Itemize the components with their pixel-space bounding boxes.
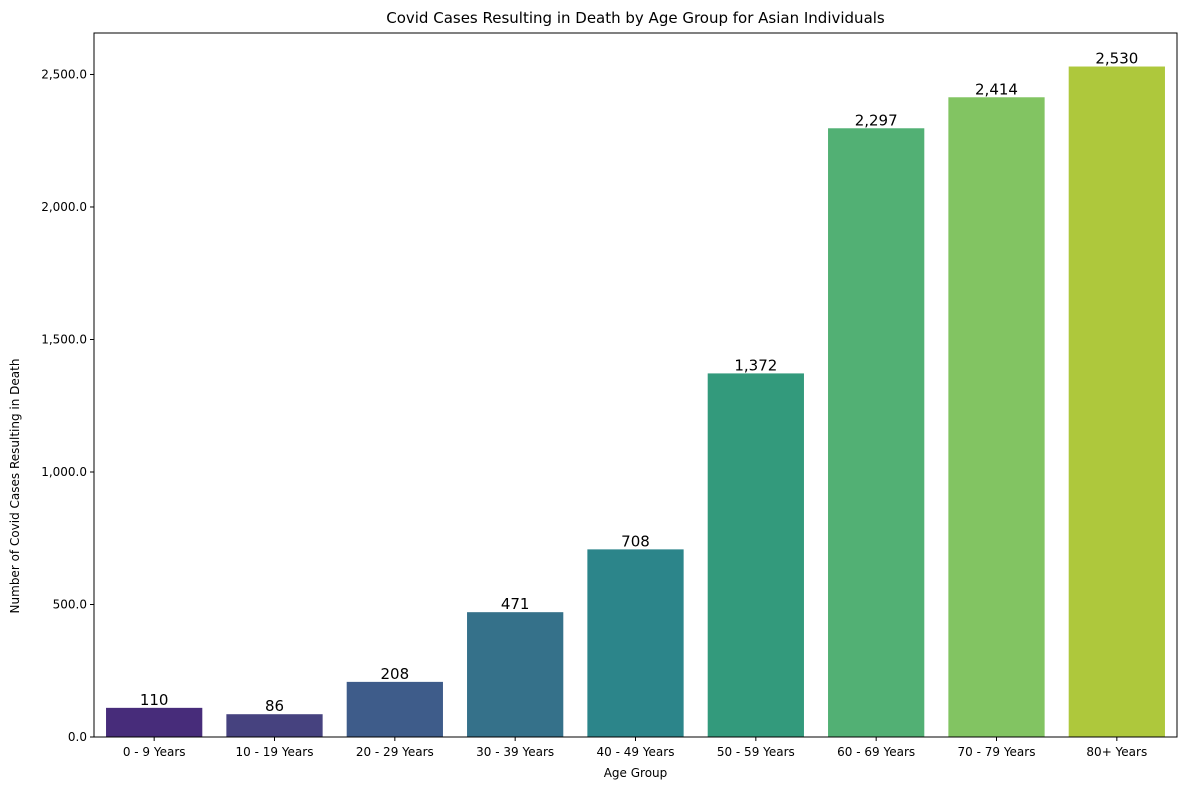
x-tick-label: 0 - 9 Years [123, 745, 186, 759]
data-label: 1,372 [734, 356, 777, 374]
bar-group [106, 66, 1165, 738]
bar [467, 612, 564, 737]
bar [106, 707, 203, 737]
x-tick-label: 40 - 49 Years [597, 745, 675, 759]
chart-title: Covid Cases Resulting in Death by Age Gr… [386, 9, 885, 27]
plot-frame [93, 32, 1178, 738]
x-tick-label: 30 - 39 Years [476, 745, 554, 759]
bar [828, 128, 925, 737]
y-tick-label: 500.0 [53, 597, 87, 611]
x-axis: 0 - 9 Years 10 - 19 Years 20 - 29 Years 30 … [123, 737, 1147, 759]
bar [346, 681, 443, 737]
data-label: 208 [381, 665, 410, 683]
data-label: 110 [140, 691, 169, 709]
data-label: 2,530 [1095, 50, 1138, 68]
bar [948, 97, 1045, 737]
y-tick-label: 2,000.0 [41, 200, 87, 214]
y-tick-label: 1,500.0 [41, 332, 87, 346]
y-axis-label: Number of Covid Cases Resulting in Death [8, 359, 22, 614]
x-tick-label: 80+ Years [1086, 745, 1147, 759]
x-axis-label: Age Group [604, 766, 668, 780]
y-axis: 0.0 500.0 1,000.0 1,500.0 2,000.0 2,500.0 [41, 67, 94, 744]
x-tick-label: 70 - 79 Years [958, 745, 1036, 759]
data-label: 708 [621, 532, 650, 550]
value-label-group: 110 86 208 471 708 1,372 2,297 2,414 2,530 [140, 50, 1138, 716]
bar [707, 373, 804, 737]
x-tick-label: 50 - 59 Years [717, 745, 795, 759]
x-tick-label: 60 - 69 Years [837, 745, 915, 759]
bar [1068, 66, 1165, 738]
y-tick-label: 1,000.0 [41, 465, 87, 479]
y-tick-label: 2,500.0 [41, 67, 87, 81]
data-label: 86 [265, 697, 284, 715]
y-tick-label: 0.0 [68, 730, 87, 744]
bar [587, 549, 684, 737]
bar [226, 714, 323, 737]
data-label: 2,414 [975, 80, 1018, 98]
data-label: 2,297 [855, 111, 898, 129]
x-tick-label: 20 - 29 Years [356, 745, 434, 759]
data-label: 471 [501, 595, 530, 613]
x-tick-label: 10 - 19 Years [236, 745, 314, 759]
